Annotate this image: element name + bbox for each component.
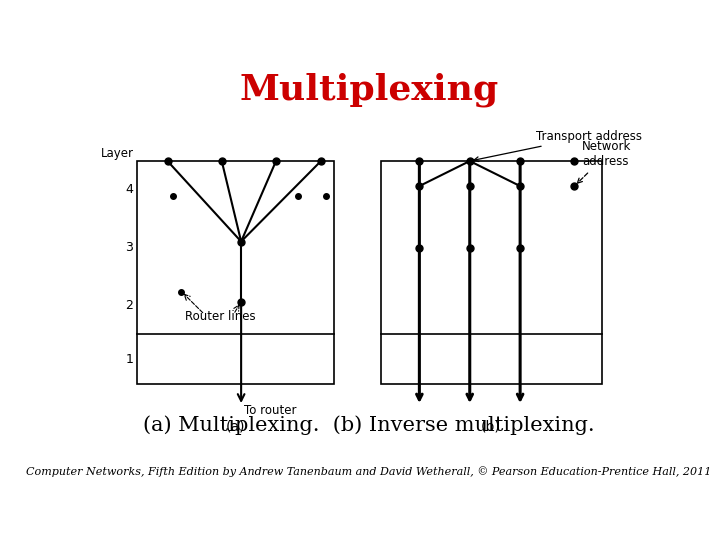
Text: (a) Multiplexing.  (b) Inverse multiplexing.: (a) Multiplexing. (b) Inverse multiplexi… <box>143 415 595 435</box>
Text: Computer Networks, Fifth Edition by Andrew Tanenbaum and David Wetherall, © Pear: Computer Networks, Fifth Edition by Andr… <box>27 466 711 477</box>
Text: Network
address: Network address <box>577 140 631 183</box>
Text: (b): (b) <box>481 420 501 434</box>
Text: 2: 2 <box>125 299 133 312</box>
Text: Multiplexing: Multiplexing <box>239 72 499 107</box>
Text: 4: 4 <box>125 184 133 197</box>
Text: (a): (a) <box>225 420 245 434</box>
Text: Router lines: Router lines <box>185 310 256 323</box>
Text: Layer: Layer <box>100 147 133 160</box>
Text: 1: 1 <box>125 353 133 366</box>
Text: To router: To router <box>244 404 297 417</box>
Text: 3: 3 <box>125 241 133 254</box>
Text: Transport address: Transport address <box>474 130 642 161</box>
